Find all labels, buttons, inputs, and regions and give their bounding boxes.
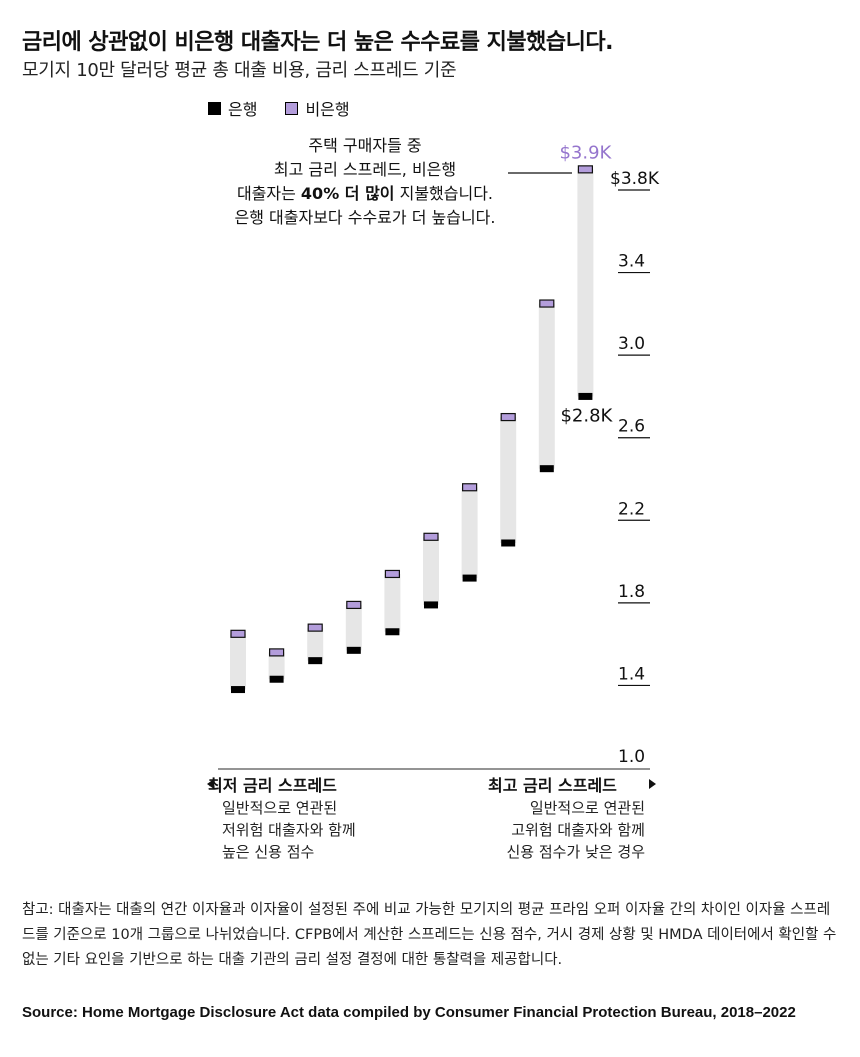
range-bars xyxy=(230,169,594,690)
y-tick-label: 3.4 xyxy=(618,252,645,272)
legend-swatch-bank xyxy=(208,101,221,115)
y-tick-label: 3.0 xyxy=(618,334,645,354)
bank-marker xyxy=(539,465,554,473)
annotation-line-1: 주택 구매자들 중 xyxy=(308,136,422,155)
legend: 은행 비은행 xyxy=(208,96,350,120)
annotation-line-2: 최고 금리 스프레드, 비은행 xyxy=(273,160,457,179)
bank-marker xyxy=(501,539,516,547)
range-chart: 1.0 1.4 1.8 2.2 2.6 3.0 3.4 $3.8K $3.9K $2.8K xyxy=(207,142,660,789)
desc-right-line-3: 신용 점수가 낮은 경우 xyxy=(506,843,645,861)
bank-marker xyxy=(269,675,284,683)
range-bar xyxy=(538,303,555,469)
legend-item-nonbank: 비은행 xyxy=(285,96,350,120)
x-axis-label-lowest: 최저 금리 스프레드 xyxy=(208,776,337,795)
x-axis-desc-lowest: 일반적으로 연관된 저위험 대출자와 함께 높은 신용 점수 xyxy=(222,797,356,863)
data-marks xyxy=(230,165,594,694)
nonbank-marker xyxy=(230,629,246,638)
desc-left-line-1: 일반적으로 연관된 xyxy=(222,799,338,817)
desc-left-line-2: 저위험 대출자와 함께 xyxy=(222,821,356,839)
legend-item-bank: 은행 xyxy=(208,96,257,120)
callout-annotation: 주택 구매자들 중 최고 금리 스프레드, 비은행 대출자는 40% 더 많이 … xyxy=(180,134,550,230)
nonbank-marker xyxy=(269,648,285,657)
nonbank-marker xyxy=(384,569,400,579)
y-tick-label: 1.0 xyxy=(618,747,645,767)
legend-label-nonbank: 비은행 xyxy=(305,100,350,119)
desc-right-line-1: 일반적으로 연관된 xyxy=(529,799,645,817)
desc-right-line-2: 고위험 대출자와 함께 xyxy=(511,821,645,839)
nonbank-marker xyxy=(539,299,555,308)
bank-marker xyxy=(308,657,323,665)
y-tick-label: 1.8 xyxy=(618,582,645,602)
x-axis-right-arrow xyxy=(649,779,656,789)
bank-marker xyxy=(231,686,245,694)
annotation-line-4: 은행 대출자보다 수수료가 더 높습니다. xyxy=(234,208,496,227)
nonbank-marker xyxy=(462,483,478,492)
y-tick-label: $3.8K xyxy=(610,169,660,189)
range-bar xyxy=(345,604,362,651)
bank-marker xyxy=(424,601,438,609)
y-tick-label: 2.2 xyxy=(618,499,645,519)
range-bar xyxy=(461,487,478,579)
data-label-nonbank-max: $3.9K xyxy=(559,142,612,163)
range-bar xyxy=(423,536,439,605)
nonbank-marker xyxy=(307,623,323,632)
y-axis-gridlines: 1.0 1.4 1.8 2.2 2.6 3.0 3.4 $3.8K xyxy=(610,169,660,767)
x-axis-label-highest: 최고 금리 스프레드 xyxy=(488,776,617,795)
bank-marker xyxy=(346,646,361,654)
range-bar xyxy=(500,417,517,543)
y-tick-label: 2.6 xyxy=(618,417,645,437)
desc-left-line-3: 높은 신용 점수 xyxy=(222,843,315,861)
chart-title: 금리에 상관없이 비은행 대출자는 더 높은 수수료를 지불했습니다. xyxy=(22,30,613,55)
source-note: Source: Home Mortgage Disclosure Act dat… xyxy=(22,1004,796,1021)
bank-marker xyxy=(578,392,593,400)
x-axis-left-arrow xyxy=(207,779,214,789)
y-tick-label: 1.4 xyxy=(618,664,645,684)
chart-subtitle: 모기지 10만 달러당 평균 총 대출 비용, 금리 스프레드 기준 xyxy=(22,60,457,81)
range-bar xyxy=(268,652,285,680)
annotation-line-3: 대출자는 40% 더 많이 지불했습니다. xyxy=(236,184,494,203)
range-bar xyxy=(577,169,594,397)
footnote: 참고: 대출자는 대출의 연간 이자율과 이자율이 설정된 주에 비교 가능한 … xyxy=(22,902,837,968)
nonbank-marker xyxy=(577,165,594,174)
x-axis-desc-highest: 일반적으로 연관된 고위험 대출자와 함께 신용 점수가 낮은 경우 xyxy=(440,797,645,863)
bank-marker xyxy=(462,574,477,582)
legend-swatch-nonbank xyxy=(285,101,299,115)
nonbank-marker xyxy=(346,600,362,610)
legend-label-bank: 은행 xyxy=(228,100,258,119)
nonbank-marker xyxy=(423,532,439,541)
annotation-highlight: 40% 더 많이 xyxy=(300,184,395,203)
range-bar xyxy=(384,573,401,632)
nonbank-marker xyxy=(500,412,516,422)
range-bar xyxy=(230,633,246,690)
bank-marker xyxy=(385,628,400,636)
data-label-bank-max: $2.8K xyxy=(560,405,613,426)
range-bar xyxy=(307,627,324,661)
